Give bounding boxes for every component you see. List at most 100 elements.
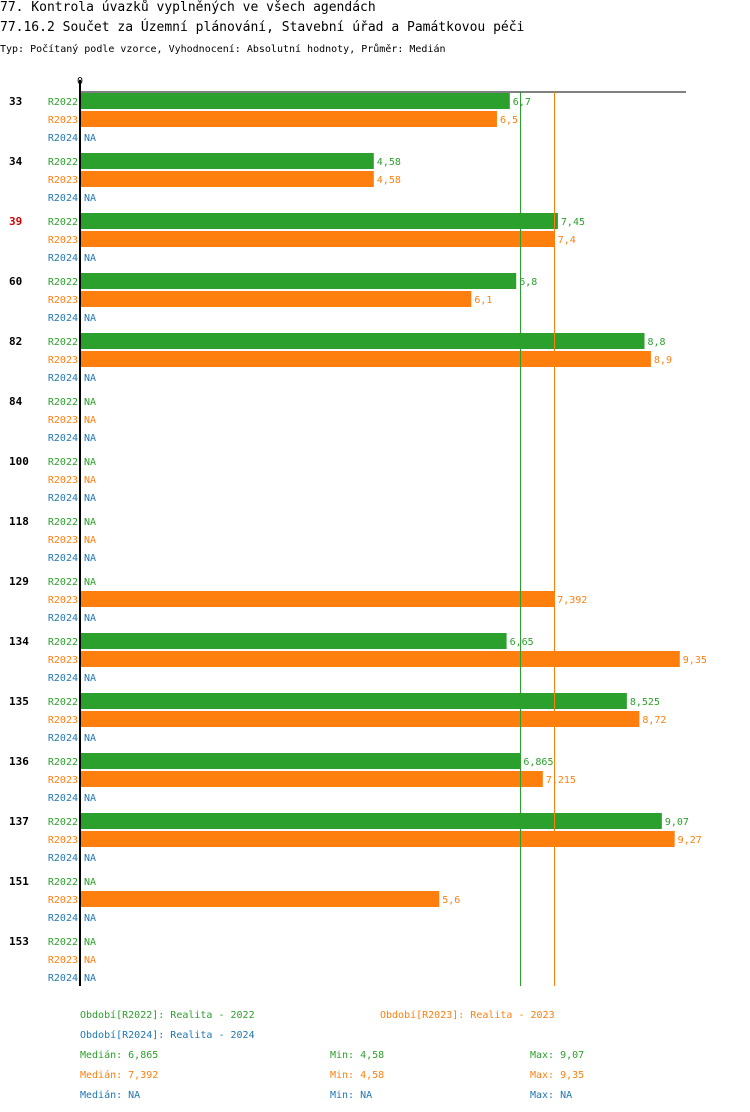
series-label: R2024 — [48, 313, 78, 324]
bar-r2023 — [80, 591, 555, 607]
data-label: 9,35 — [683, 655, 707, 666]
chart-type-line: Typ: Počítaný podle vzorce, Vyhodnocení:… — [0, 44, 446, 55]
bar-r2022 — [80, 813, 662, 829]
series-label: R2024 — [48, 613, 78, 624]
series-label: R2023 — [48, 835, 78, 846]
series-label: R2023 — [48, 355, 78, 366]
series-label: R2023 — [48, 955, 78, 966]
category-label: 153 — [9, 935, 29, 948]
bar-r2022 — [80, 633, 507, 649]
series-label: R2024 — [48, 433, 78, 444]
na-label: NA — [84, 613, 96, 624]
na-label: NA — [84, 535, 96, 546]
series-label: R2022 — [48, 217, 78, 228]
data-label: 5,6 — [442, 895, 460, 906]
na-label: NA — [84, 733, 96, 744]
legend-min: Min: 4,58 — [330, 1070, 384, 1081]
na-label: NA — [84, 193, 96, 204]
na-label: NA — [84, 955, 96, 966]
bar-r2023 — [80, 651, 680, 667]
category-label: 134 — [9, 635, 29, 648]
data-label: 6,8 — [519, 277, 537, 288]
category-label: 135 — [9, 695, 29, 708]
na-label: NA — [84, 793, 96, 804]
category-label: 137 — [9, 815, 29, 828]
series-label: R2022 — [48, 517, 78, 528]
data-label: 8,9 — [654, 355, 672, 366]
na-label: NA — [84, 313, 96, 324]
data-label: 4,58 — [377, 157, 401, 168]
na-label: NA — [84, 253, 96, 264]
legend-median: Medián: NA — [80, 1089, 140, 1101]
na-label: NA — [84, 133, 96, 144]
series-label: R2024 — [48, 193, 78, 204]
series-label: R2024 — [48, 733, 78, 744]
category-label: 39 — [9, 215, 22, 228]
data-label: 7,45 — [561, 217, 585, 228]
data-label: 7,4 — [558, 235, 576, 246]
bar-r2022 — [80, 213, 558, 229]
bar-r2022 — [80, 93, 510, 109]
bar-r2023 — [80, 231, 555, 247]
legend-min: Min: 4,58 — [330, 1050, 384, 1061]
na-label: NA — [84, 457, 96, 468]
data-label: 7,392 — [557, 595, 587, 606]
series-label: R2023 — [48, 715, 78, 726]
category-label: 60 — [9, 275, 22, 288]
series-label: R2022 — [48, 937, 78, 948]
na-label: NA — [84, 937, 96, 948]
na-label: NA — [84, 673, 96, 684]
data-label: 8,72 — [642, 715, 666, 726]
series-label: R2024 — [48, 853, 78, 864]
category-label: 82 — [9, 335, 22, 348]
bar-r2023 — [80, 171, 374, 187]
bar-r2023 — [80, 711, 640, 727]
category-label: 129 — [9, 575, 29, 588]
series-label: R2023 — [48, 775, 78, 786]
legend-min: Min: NA — [330, 1090, 372, 1101]
na-label: NA — [84, 877, 96, 888]
bar-r2022 — [80, 693, 627, 709]
legend-period: Období[R2022]: Realita - 2022 — [80, 1009, 255, 1021]
series-label: R2022 — [48, 757, 78, 768]
category-label: 34 — [9, 155, 23, 168]
legend-max: Max: NA — [530, 1090, 572, 1101]
na-label: NA — [84, 475, 96, 486]
series-label: R2022 — [48, 157, 78, 168]
na-label: NA — [84, 913, 96, 924]
data-label: 4,58 — [377, 175, 401, 186]
category-label: 118 — [9, 515, 29, 528]
legend-period: Období[R2023]: Realita - 2023 — [380, 1009, 555, 1021]
series-label: R2024 — [48, 133, 78, 144]
na-label: NA — [84, 973, 96, 984]
bar-r2023 — [80, 771, 543, 787]
series-label: R2023 — [48, 115, 78, 126]
na-label: NA — [84, 373, 96, 384]
category-label: 136 — [9, 755, 29, 768]
category-label: 100 — [9, 455, 29, 468]
chart-title: 77. Kontrola úvazků vyplněných ve všech … — [0, 0, 376, 15]
legend-median: Medián: 6,865 — [80, 1049, 158, 1061]
na-label: NA — [84, 517, 96, 528]
data-label: 7,215 — [546, 775, 576, 786]
bar-r2023 — [80, 831, 675, 847]
chart-subtitle: 77.16.2 Součet za Územní plánování, Stav… — [0, 20, 525, 35]
series-label: R2024 — [48, 553, 78, 564]
legend-max: Max: 9,07 — [530, 1050, 584, 1061]
bar-r2023 — [80, 891, 440, 907]
legend-median: Medián: 7,392 — [80, 1069, 158, 1081]
series-label: R2023 — [48, 175, 78, 186]
data-label: 6,65 — [510, 637, 534, 648]
series-label: R2022 — [48, 877, 78, 888]
na-label: NA — [84, 853, 96, 864]
series-label: R2022 — [48, 697, 78, 708]
series-label: R2022 — [48, 397, 78, 408]
series-label: R2022 — [48, 97, 78, 108]
data-label: 6,7 — [513, 97, 531, 108]
data-label: 9,07 — [665, 817, 689, 828]
bar-r2023 — [80, 291, 472, 307]
bar-r2022 — [80, 753, 521, 769]
series-label: R2022 — [48, 637, 78, 648]
series-label: R2023 — [48, 895, 78, 906]
data-label: 6,5 — [500, 115, 518, 126]
